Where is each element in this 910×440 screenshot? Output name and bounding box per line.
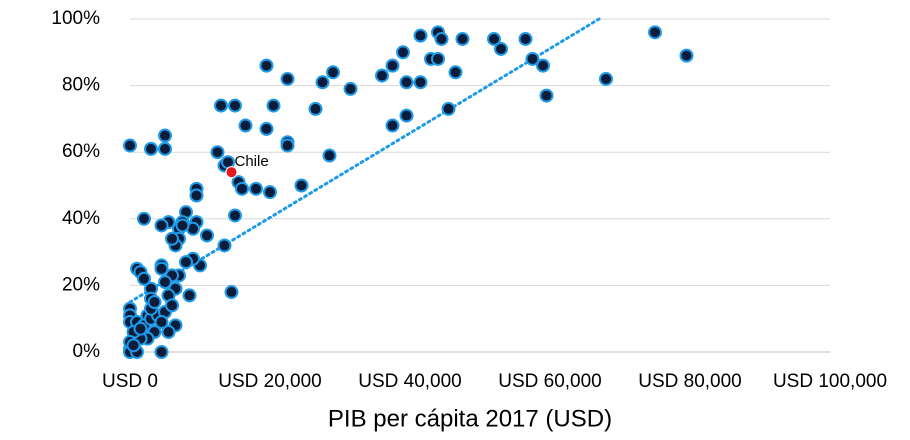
point (399, 75, 414, 90)
point (179, 255, 193, 270)
point (189, 188, 204, 203)
point (315, 75, 330, 90)
point (158, 141, 172, 156)
point (413, 28, 428, 43)
point (385, 118, 400, 133)
point (259, 58, 274, 73)
point (133, 321, 148, 336)
point (154, 218, 169, 233)
point (175, 218, 190, 233)
trendline (128, 17, 601, 304)
point (154, 261, 169, 276)
x-tick-label: USD 20,000 (218, 371, 322, 392)
point (294, 178, 309, 193)
point (228, 208, 242, 223)
point (137, 271, 151, 286)
point (147, 295, 162, 310)
point (441, 101, 456, 116)
point (158, 275, 172, 290)
point (536, 58, 550, 73)
point (123, 138, 137, 153)
point (137, 211, 151, 226)
point (343, 81, 358, 96)
point (214, 98, 228, 113)
point (399, 108, 414, 123)
point (165, 298, 179, 313)
point (679, 48, 694, 63)
point (154, 345, 169, 359)
point (518, 31, 533, 46)
point (385, 58, 400, 73)
point (280, 71, 295, 86)
point (525, 51, 540, 66)
x-tick-label: USD 100,000 (773, 371, 887, 392)
point (235, 181, 249, 196)
point (144, 141, 158, 156)
y-tick-label: 100% (51, 8, 100, 29)
point (494, 41, 508, 56)
point (539, 88, 554, 103)
point (413, 75, 428, 90)
y-tick-label: 40% (62, 208, 100, 229)
x-axis-title: PIB per cápita 2017 (USD) (328, 405, 612, 432)
point (322, 148, 337, 163)
x-tick-label: USD 80,000 (638, 371, 742, 392)
point (228, 98, 242, 113)
point (448, 65, 463, 80)
point (308, 101, 323, 116)
point (238, 118, 253, 133)
point (455, 31, 470, 46)
annotation-point (225, 166, 238, 179)
point (249, 181, 263, 196)
point (210, 145, 225, 160)
point (266, 98, 281, 113)
point (161, 325, 176, 340)
point (126, 338, 141, 353)
point (326, 65, 340, 80)
y-tick-label: 60% (62, 141, 100, 162)
point (431, 51, 445, 66)
y-tick-label: 80% (62, 75, 100, 96)
x-tick-label: USD 0 (102, 371, 158, 392)
point (599, 71, 613, 86)
annotation-label: Chile (235, 153, 269, 170)
point (280, 138, 295, 153)
point (375, 68, 389, 83)
point (217, 238, 232, 253)
point (158, 128, 172, 143)
point (487, 31, 501, 46)
point (434, 31, 449, 46)
y-tick-label: 0% (73, 341, 101, 362)
point (396, 45, 410, 60)
x-tick-label: USD 60,000 (498, 371, 602, 392)
x-tick-label: USD 40,000 (358, 371, 462, 392)
point (154, 315, 169, 330)
y-tick-label: 20% (62, 274, 100, 295)
point (259, 121, 274, 136)
point (165, 231, 179, 246)
point (182, 288, 197, 303)
point (648, 25, 662, 40)
point (263, 185, 277, 200)
point (200, 228, 214, 243)
point (224, 285, 239, 300)
